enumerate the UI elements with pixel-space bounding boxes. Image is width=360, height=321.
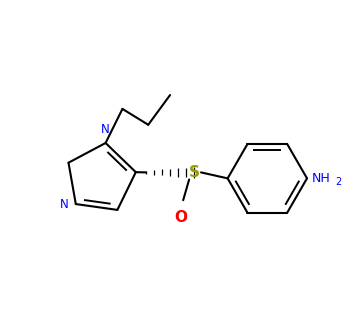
Text: S: S — [188, 165, 199, 180]
Text: N: N — [60, 197, 69, 211]
Text: O: O — [175, 210, 188, 225]
Text: 2: 2 — [336, 177, 342, 187]
Text: N: N — [101, 123, 110, 136]
Text: NH: NH — [312, 172, 330, 185]
